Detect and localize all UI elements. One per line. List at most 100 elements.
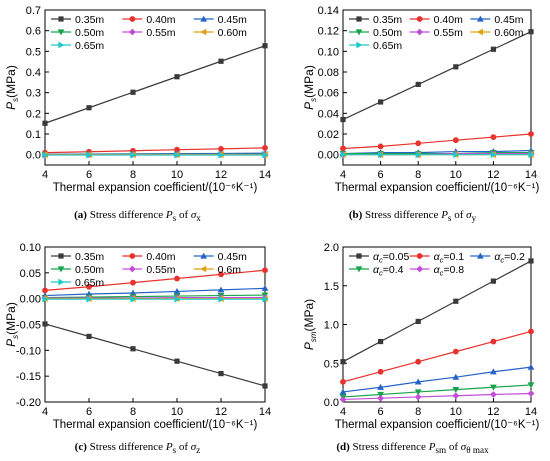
y-tick-label: 0.3	[26, 88, 41, 100]
data-point	[339, 396, 347, 403]
data-point	[415, 151, 422, 159]
x-tick-label: 8	[415, 169, 421, 181]
caption-c-target: σ	[190, 441, 197, 453]
data-point	[415, 140, 422, 147]
y-tick-label: 0.08	[318, 67, 339, 79]
data-point	[262, 144, 268, 151]
caption-d-target-sub: θ max	[466, 445, 489, 456]
series-line	[44, 323, 266, 387]
legend-marker	[129, 253, 136, 259]
legend-label: 0.50m	[75, 264, 104, 276]
y-tick-label: 0.0	[324, 397, 339, 409]
series-line	[44, 294, 266, 299]
caption-b-of: of	[454, 209, 464, 221]
y-tick-label: 0.00	[20, 294, 41, 306]
legend-marker	[476, 15, 484, 22]
legend-label: 0.45m	[218, 14, 247, 26]
legend-label: 0.50m	[75, 27, 104, 39]
legend-label: 0.40m	[434, 14, 463, 26]
series-b-0	[340, 29, 534, 123]
y-tick-label: 0.0	[26, 150, 41, 162]
data-point	[130, 346, 136, 352]
x-axis-title: Thermal expansion coefficient/(10⁻⁶K⁻¹)	[335, 182, 540, 194]
y-axis-title: Ps(MPa)	[4, 65, 20, 110]
caption-d-of: of	[448, 441, 459, 453]
data-point	[415, 358, 422, 365]
legend-marker	[356, 16, 362, 22]
data-point	[217, 286, 225, 293]
x-tick-label: 4	[42, 169, 48, 181]
x-tick-label: 10	[450, 169, 462, 181]
data-point	[452, 137, 459, 144]
y-tick-label: 0.06	[318, 88, 339, 100]
legend-marker	[416, 253, 423, 259]
legend-marker	[57, 266, 65, 273]
x-tick-label: 4	[42, 406, 48, 418]
legend-marker	[200, 15, 208, 22]
caption-a-label: (a)	[74, 209, 87, 221]
caption-d-label: (d)	[336, 441, 350, 453]
legend-marker	[200, 265, 207, 273]
y-tick-label: 0.05	[20, 268, 41, 280]
data-point	[528, 328, 534, 335]
x-tick-label: 10	[171, 406, 183, 418]
y-tick-label: 0.04	[318, 108, 339, 120]
legend-label: 0.65m	[75, 277, 104, 289]
y-tick-label: 0.12	[318, 26, 339, 38]
caption-a-sub: s	[172, 213, 177, 224]
data-point	[490, 384, 497, 391]
x-tick-label: 10	[450, 406, 462, 418]
data-point	[452, 387, 460, 393]
x-tick-label: 14	[525, 169, 537, 181]
data-point	[414, 389, 422, 396]
x-tick-label: 8	[415, 406, 421, 418]
x-tick-label: 6	[378, 406, 384, 418]
data-point	[453, 64, 459, 70]
x-tick-label: 8	[130, 406, 136, 418]
legend-label: 0.45m	[494, 14, 523, 26]
data-point	[130, 151, 137, 159]
legend-b: 0.35m 0.40m 0.45m 0.50m 0.55m 0.60m 0.65m	[349, 14, 524, 52]
caption-b-target: σ	[466, 209, 472, 221]
legend-marker	[356, 253, 362, 259]
data-point	[452, 348, 459, 355]
legend-marker	[200, 28, 207, 36]
y-tick-label: -0.15	[16, 371, 41, 383]
y-tick-label: 0.5	[26, 46, 41, 58]
legend-label: 0.45m	[218, 251, 247, 263]
y-tick-label: 0.4	[26, 67, 41, 79]
y-axis-title: Psm(MPa)	[302, 299, 318, 350]
series-a-0	[42, 43, 268, 126]
data-point	[218, 58, 224, 64]
data-point	[218, 271, 224, 278]
legend-label: 0.55m	[146, 264, 175, 276]
data-point	[490, 134, 497, 141]
y-tick-label: 0.5	[324, 358, 339, 370]
legend-label: 0.35m	[75, 14, 104, 26]
y-tick-label: 1.5	[324, 281, 339, 293]
legend-marker	[355, 266, 363, 273]
legend-label: 0.60m	[218, 27, 247, 39]
legend-label: 0.35m	[373, 14, 402, 26]
data-point	[262, 383, 268, 389]
data-point	[377, 383, 384, 390]
x-tick-label: 12	[487, 169, 499, 181]
series-line	[342, 330, 532, 383]
caption-c-target-sub: z	[196, 445, 201, 456]
x-tick-label: 12	[215, 169, 227, 181]
data-point	[86, 283, 92, 290]
data-point	[174, 275, 180, 282]
y-tick-label: -0.10	[16, 345, 41, 357]
caption-b: (b) Stress difference Ps of σy	[275, 209, 550, 223]
series-d-3	[339, 382, 535, 401]
x-tick-label: 6	[378, 169, 384, 181]
legend-label: αc=0.05	[373, 251, 409, 265]
data-point	[377, 368, 384, 375]
legend-label: αc=0.4	[373, 264, 404, 278]
data-point	[414, 378, 422, 385]
caption-c: (c) Stress difference Ps of σz	[0, 441, 275, 455]
x-tick-label: 10	[171, 169, 183, 181]
series-d-1	[340, 328, 534, 385]
caption-b-sub: s	[447, 213, 452, 224]
